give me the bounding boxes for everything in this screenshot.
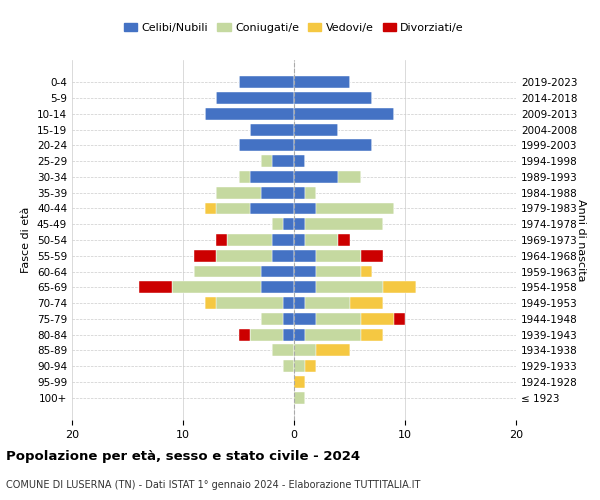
Bar: [272, 344, 294, 356]
Bar: [217, 250, 272, 262]
Bar: [250, 202, 294, 214]
Bar: [361, 250, 383, 262]
Bar: [305, 360, 316, 372]
Bar: [250, 124, 294, 136]
Text: COMUNE DI LUSERNA (TN) - Dati ISTAT 1° gennaio 2024 - Elaborazione TUTTITALIA.IT: COMUNE DI LUSERNA (TN) - Dati ISTAT 1° g…: [6, 480, 421, 490]
Bar: [316, 344, 349, 356]
Bar: [272, 218, 283, 230]
Bar: [294, 392, 305, 404]
Bar: [361, 328, 383, 340]
Bar: [239, 328, 250, 340]
Bar: [361, 266, 372, 278]
Bar: [294, 155, 305, 167]
Bar: [294, 76, 349, 88]
Bar: [139, 282, 172, 293]
Bar: [294, 376, 305, 388]
Bar: [294, 297, 305, 309]
Bar: [294, 108, 394, 120]
Bar: [316, 282, 383, 293]
Bar: [260, 313, 283, 325]
Legend: Celibi/Nubili, Coniugati/e, Vedovi/e, Divorziati/e: Celibi/Nubili, Coniugati/e, Vedovi/e, Di…: [119, 19, 469, 38]
Bar: [316, 313, 361, 325]
Bar: [294, 360, 305, 372]
Bar: [172, 282, 260, 293]
Bar: [316, 266, 361, 278]
Bar: [294, 171, 338, 183]
Bar: [260, 155, 272, 167]
Bar: [216, 234, 227, 246]
Bar: [338, 171, 361, 183]
Bar: [383, 282, 416, 293]
Bar: [260, 266, 294, 278]
Bar: [294, 234, 305, 246]
Bar: [305, 187, 316, 198]
Bar: [239, 76, 294, 88]
Bar: [272, 250, 294, 262]
Bar: [250, 328, 283, 340]
Bar: [294, 344, 316, 356]
Bar: [205, 202, 216, 214]
Bar: [272, 234, 294, 246]
Bar: [294, 282, 316, 293]
Bar: [216, 92, 294, 104]
Bar: [294, 218, 305, 230]
Bar: [239, 140, 294, 151]
Y-axis label: Fasce di età: Fasce di età: [22, 207, 31, 273]
Bar: [194, 266, 260, 278]
Bar: [283, 313, 294, 325]
Bar: [338, 234, 349, 246]
Bar: [283, 328, 294, 340]
Bar: [227, 234, 272, 246]
Bar: [272, 155, 294, 167]
Bar: [305, 297, 349, 309]
Bar: [283, 297, 294, 309]
Bar: [294, 202, 316, 214]
Bar: [194, 250, 216, 262]
Bar: [283, 218, 294, 230]
Bar: [294, 124, 338, 136]
Bar: [216, 297, 283, 309]
Bar: [305, 218, 383, 230]
Bar: [216, 187, 260, 198]
Bar: [260, 187, 294, 198]
Y-axis label: Anni di nascita: Anni di nascita: [576, 198, 586, 281]
Bar: [316, 202, 394, 214]
Bar: [305, 328, 361, 340]
Text: Popolazione per età, sesso e stato civile - 2024: Popolazione per età, sesso e stato civil…: [6, 450, 360, 463]
Bar: [283, 360, 294, 372]
Bar: [294, 266, 316, 278]
Bar: [216, 202, 250, 214]
Bar: [394, 313, 405, 325]
Bar: [294, 187, 305, 198]
Bar: [294, 92, 372, 104]
Bar: [260, 282, 294, 293]
Bar: [294, 328, 305, 340]
Bar: [205, 108, 294, 120]
Bar: [349, 297, 383, 309]
Bar: [316, 250, 361, 262]
Bar: [294, 250, 316, 262]
Bar: [205, 297, 216, 309]
Bar: [305, 234, 338, 246]
Bar: [294, 140, 372, 151]
Bar: [239, 171, 250, 183]
Bar: [294, 313, 316, 325]
Bar: [250, 171, 294, 183]
Bar: [361, 313, 394, 325]
